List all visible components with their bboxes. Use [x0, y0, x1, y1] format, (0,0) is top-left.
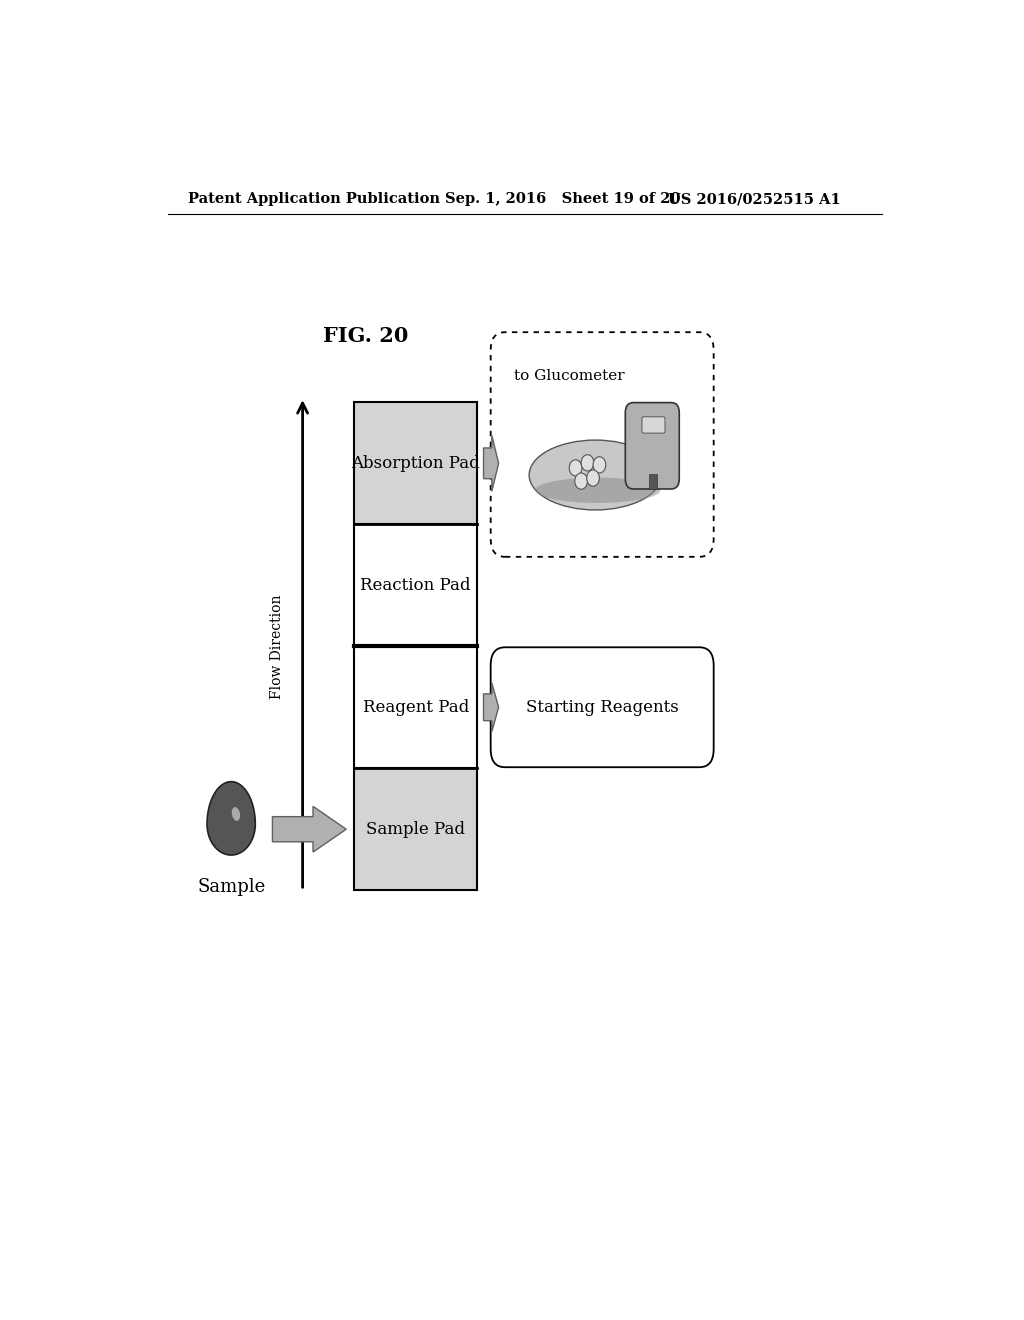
Polygon shape: [272, 807, 346, 853]
Bar: [354, 403, 477, 524]
Text: Sample: Sample: [197, 878, 265, 896]
FancyBboxPatch shape: [626, 403, 679, 488]
Bar: [354, 768, 477, 890]
Circle shape: [593, 457, 606, 473]
FancyBboxPatch shape: [490, 333, 714, 557]
Circle shape: [574, 473, 588, 490]
FancyBboxPatch shape: [642, 417, 665, 433]
Ellipse shape: [529, 440, 662, 510]
Text: to Glucometer: to Glucometer: [514, 368, 625, 383]
Text: Starting Reagents: Starting Reagents: [525, 698, 679, 715]
FancyBboxPatch shape: [490, 647, 714, 767]
Ellipse shape: [536, 478, 660, 503]
Bar: [354, 647, 477, 768]
Ellipse shape: [231, 807, 240, 821]
Text: US 2016/0252515 A1: US 2016/0252515 A1: [668, 191, 841, 206]
Circle shape: [582, 454, 594, 471]
Text: FIG. 20: FIG. 20: [324, 326, 409, 346]
Text: Sep. 1, 2016   Sheet 19 of 20: Sep. 1, 2016 Sheet 19 of 20: [445, 191, 681, 206]
Text: Patent Application Publication: Patent Application Publication: [187, 191, 439, 206]
Text: Reaction Pad: Reaction Pad: [360, 577, 471, 594]
Text: Flow Direction: Flow Direction: [270, 594, 285, 698]
Text: Reagent Pad: Reagent Pad: [362, 698, 469, 715]
Circle shape: [569, 459, 582, 477]
Circle shape: [587, 470, 599, 486]
Polygon shape: [483, 436, 499, 491]
Bar: [649, 474, 657, 488]
Bar: [354, 524, 477, 647]
Text: Sample Pad: Sample Pad: [367, 821, 465, 838]
Polygon shape: [483, 682, 499, 731]
Text: Absorption Pad: Absorption Pad: [351, 455, 480, 471]
Polygon shape: [207, 781, 255, 855]
